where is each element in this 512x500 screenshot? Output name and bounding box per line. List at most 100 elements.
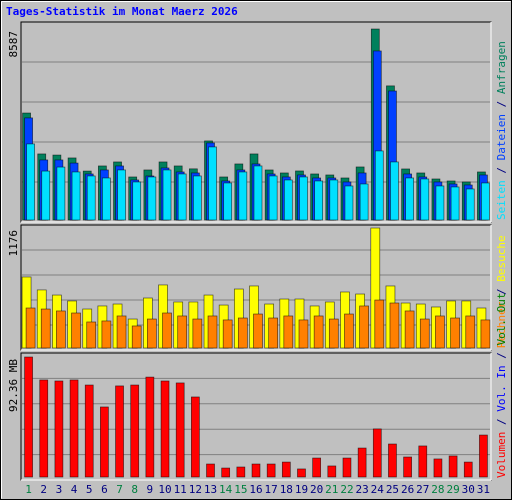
bar bbox=[357, 447, 367, 478]
bar bbox=[342, 457, 352, 478]
bar bbox=[130, 384, 140, 478]
bar bbox=[329, 179, 339, 221]
x-tick-label: 12 bbox=[189, 483, 202, 496]
bar bbox=[177, 173, 187, 221]
bar bbox=[177, 315, 188, 349]
bar bbox=[100, 406, 109, 478]
bar bbox=[238, 171, 248, 221]
x-tick-label: 26 bbox=[401, 483, 414, 496]
bar bbox=[26, 143, 35, 221]
x-tick-label: 11 bbox=[174, 483, 187, 496]
x-tick-label: 8 bbox=[131, 483, 138, 496]
bar bbox=[206, 463, 215, 478]
x-tick-label: 3 bbox=[56, 483, 63, 496]
bar bbox=[433, 458, 443, 478]
legend-separator: / bbox=[495, 160, 508, 180]
bar bbox=[420, 178, 430, 221]
bar bbox=[71, 312, 81, 349]
bar bbox=[101, 320, 112, 349]
panel bbox=[20, 352, 492, 481]
x-tick-label: 5 bbox=[86, 483, 93, 496]
legend-entry: Dateien bbox=[495, 114, 508, 160]
bar bbox=[281, 461, 291, 478]
bar bbox=[25, 307, 36, 349]
bar bbox=[175, 382, 185, 478]
bar bbox=[448, 455, 458, 478]
chart-title: Tages-Statistik im Monat Maerz 2026 bbox=[6, 5, 238, 18]
bar bbox=[283, 315, 294, 349]
bar bbox=[450, 186, 460, 221]
bar bbox=[297, 468, 306, 478]
bar bbox=[298, 319, 309, 349]
x-tick-label: 13 bbox=[204, 483, 217, 496]
x-tick-label: 15 bbox=[234, 483, 247, 496]
legend-entry: Rechner bbox=[495, 301, 508, 348]
bar bbox=[390, 161, 399, 221]
bar bbox=[388, 443, 397, 478]
legend-separator: / bbox=[495, 412, 508, 432]
legend-entry: Besuche bbox=[495, 235, 508, 281]
x-tick-label: 31 bbox=[477, 483, 490, 496]
legend-entry: Vol. In bbox=[495, 365, 508, 411]
x-tick-label: 10 bbox=[158, 483, 171, 496]
legend: Volumen / Vol. In / Vol. Out bbox=[495, 293, 508, 478]
y-tick-label: 8587 bbox=[7, 31, 20, 58]
legend: Rechner / Besuche bbox=[495, 235, 508, 348]
bar bbox=[24, 356, 33, 478]
bar bbox=[236, 466, 246, 478]
bar bbox=[131, 325, 142, 349]
legend-entry: Vol. Out bbox=[495, 293, 508, 346]
bar bbox=[54, 380, 64, 478]
x-tick-label: 9 bbox=[147, 483, 154, 496]
bar bbox=[435, 185, 445, 221]
bar bbox=[39, 379, 49, 478]
bar bbox=[145, 376, 155, 478]
x-tick-label: 20 bbox=[310, 483, 323, 496]
bar bbox=[221, 467, 231, 478]
bar bbox=[223, 182, 233, 221]
bar bbox=[465, 188, 475, 221]
bar bbox=[222, 319, 233, 349]
x-tick-label: 6 bbox=[101, 483, 108, 496]
bar bbox=[344, 313, 354, 349]
bar bbox=[419, 318, 430, 349]
bar bbox=[435, 315, 445, 349]
bar bbox=[147, 318, 157, 349]
x-tick-label: 22 bbox=[340, 483, 353, 496]
bar bbox=[404, 310, 415, 349]
bar bbox=[162, 169, 172, 221]
legend-separator: / bbox=[495, 94, 508, 114]
legend-entry: Seiten bbox=[495, 180, 508, 220]
bar bbox=[418, 445, 428, 478]
bar bbox=[208, 146, 217, 221]
bar bbox=[299, 176, 308, 221]
bar bbox=[268, 175, 278, 221]
x-tick-label: 7 bbox=[116, 483, 123, 496]
legend-separator: / bbox=[495, 282, 508, 302]
bar bbox=[313, 315, 324, 349]
bar bbox=[192, 318, 203, 349]
bar bbox=[116, 315, 127, 349]
x-tick-label: 16 bbox=[249, 483, 262, 496]
x-tick-label: 2 bbox=[40, 483, 47, 496]
x-tick-label: 24 bbox=[371, 483, 385, 496]
x-tick-label: 1 bbox=[25, 483, 32, 496]
bar bbox=[251, 463, 261, 478]
bar bbox=[237, 317, 248, 349]
bar bbox=[372, 428, 382, 478]
x-tick-label: 21 bbox=[325, 483, 338, 496]
legend-separator: / bbox=[495, 346, 508, 366]
bar bbox=[160, 380, 170, 478]
x-tick-label: 17 bbox=[265, 483, 278, 496]
bar bbox=[344, 185, 354, 221]
x-tick-label: 27 bbox=[416, 483, 429, 496]
legend: Seiten / Dateien / Anfragen bbox=[495, 41, 508, 220]
x-tick-label: 19 bbox=[295, 483, 308, 496]
legend-entry: Anfragen bbox=[495, 41, 508, 94]
bar bbox=[41, 170, 51, 221]
y-tick-label: 1176 bbox=[7, 230, 20, 257]
bar bbox=[56, 310, 66, 349]
bar bbox=[207, 315, 218, 349]
